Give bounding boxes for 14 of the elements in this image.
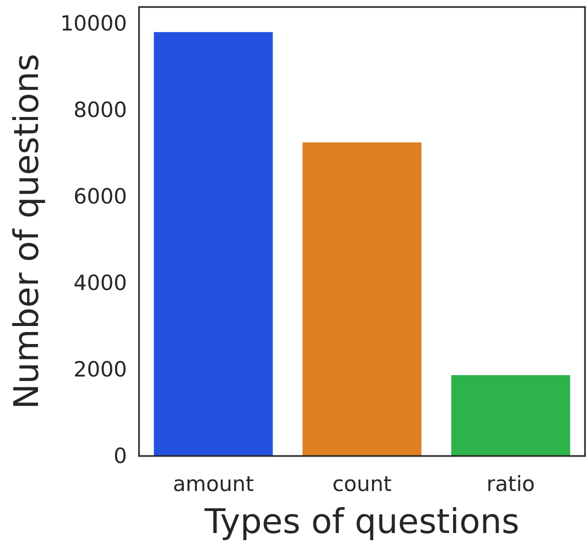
- bar: [154, 32, 273, 456]
- x-tick-label: amount: [172, 472, 254, 496]
- y-tick-label: 0: [114, 444, 127, 468]
- x-tick-label: count: [332, 472, 392, 496]
- y-tick-label: 6000: [74, 184, 127, 208]
- x-axis-title: Types of questions: [204, 502, 520, 542]
- y-tick-label: 10000: [60, 11, 127, 36]
- x-tick-label: ratio: [486, 472, 535, 496]
- bar: [451, 375, 570, 456]
- y-tick-label: 8000: [74, 98, 127, 122]
- bar: [302, 142, 422, 456]
- y-tick-label: 4000: [74, 270, 127, 295]
- y-axis-title: Number of questions: [7, 54, 47, 410]
- y-tick-label: 2000: [74, 357, 127, 382]
